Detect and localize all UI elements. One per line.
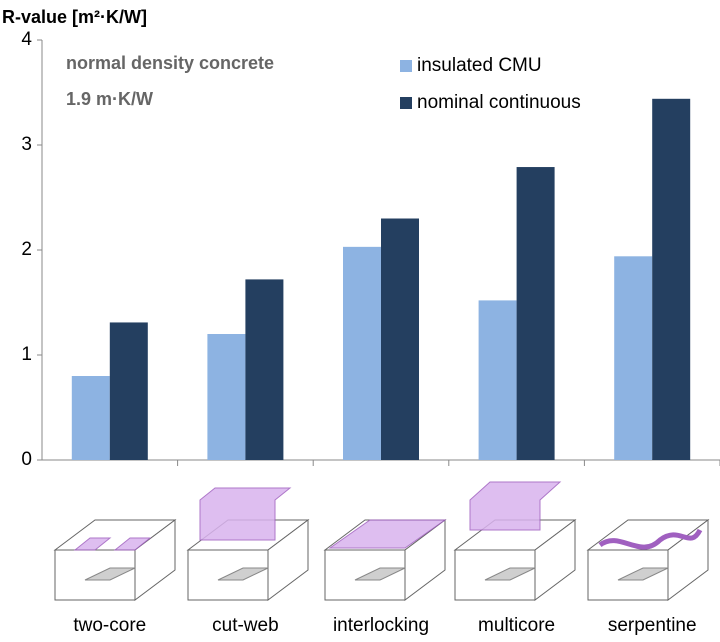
chart-title: R-value [m²·K/W] (2, 7, 147, 27)
y-tick-label: 0 (21, 449, 32, 470)
illustration (54, 519, 176, 601)
bar (109, 322, 148, 460)
y-tick-label: 3 (21, 134, 32, 155)
bar (652, 98, 691, 461)
illustration (587, 519, 709, 601)
bar (614, 256, 653, 460)
bar (516, 167, 555, 461)
y-tick-label: 1 (21, 344, 32, 365)
annotation: normal density concrete (66, 53, 274, 73)
illustration-fill (73, 537, 112, 551)
y-tick-label: 4 (21, 29, 32, 50)
annotation: 1.9 m·K/W (66, 89, 153, 109)
legend-swatch (400, 60, 412, 72)
x-tick-label: cut-web (212, 615, 279, 636)
legend-label: insulated CMU (417, 55, 542, 76)
bar (381, 218, 419, 460)
illustration-fill (598, 528, 703, 550)
legend-label: nominal continuous (417, 92, 581, 113)
bar (71, 376, 110, 460)
x-tick-label: multicore (478, 615, 555, 636)
x-tick-label: interlocking (333, 615, 429, 636)
bar (207, 334, 246, 460)
illustration-fill (113, 537, 152, 551)
x-tick-label: two-core (73, 615, 146, 636)
illustration-fill (328, 519, 447, 549)
illustration-fill (199, 487, 292, 541)
bar (478, 300, 517, 460)
bar (343, 246, 381, 460)
illustration-fill (469, 481, 562, 531)
legend-swatch (400, 97, 412, 109)
illustrations (54, 481, 709, 601)
x-tick-label: serpentine (608, 615, 697, 636)
illustration (454, 519, 576, 601)
y-tick-label: 2 (21, 239, 32, 260)
bar (245, 279, 284, 460)
